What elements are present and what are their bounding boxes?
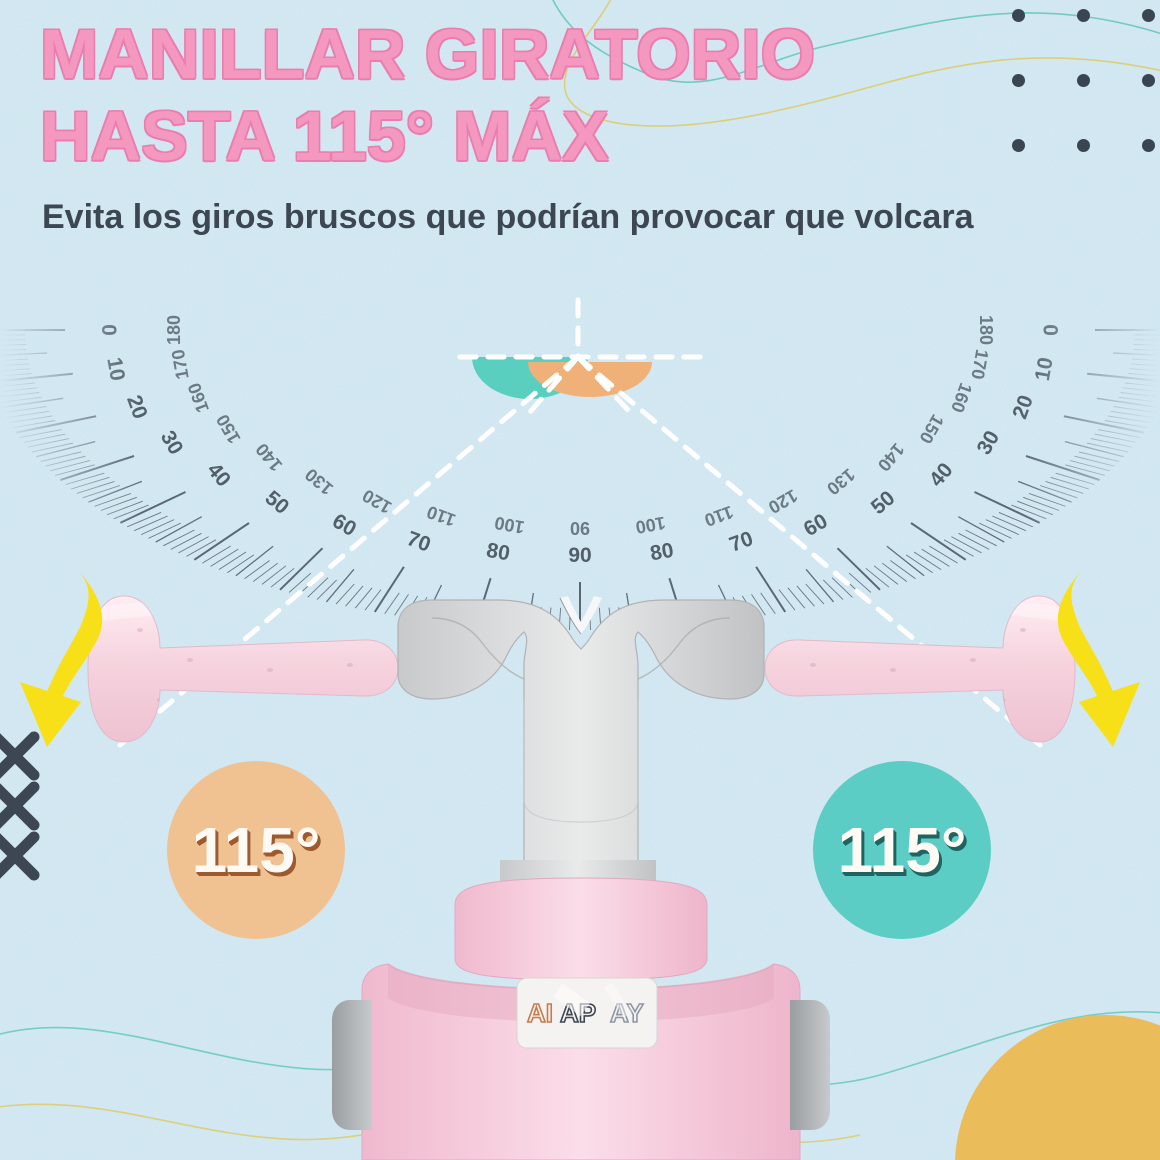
svg-text:AI: AI [527,998,553,1028]
